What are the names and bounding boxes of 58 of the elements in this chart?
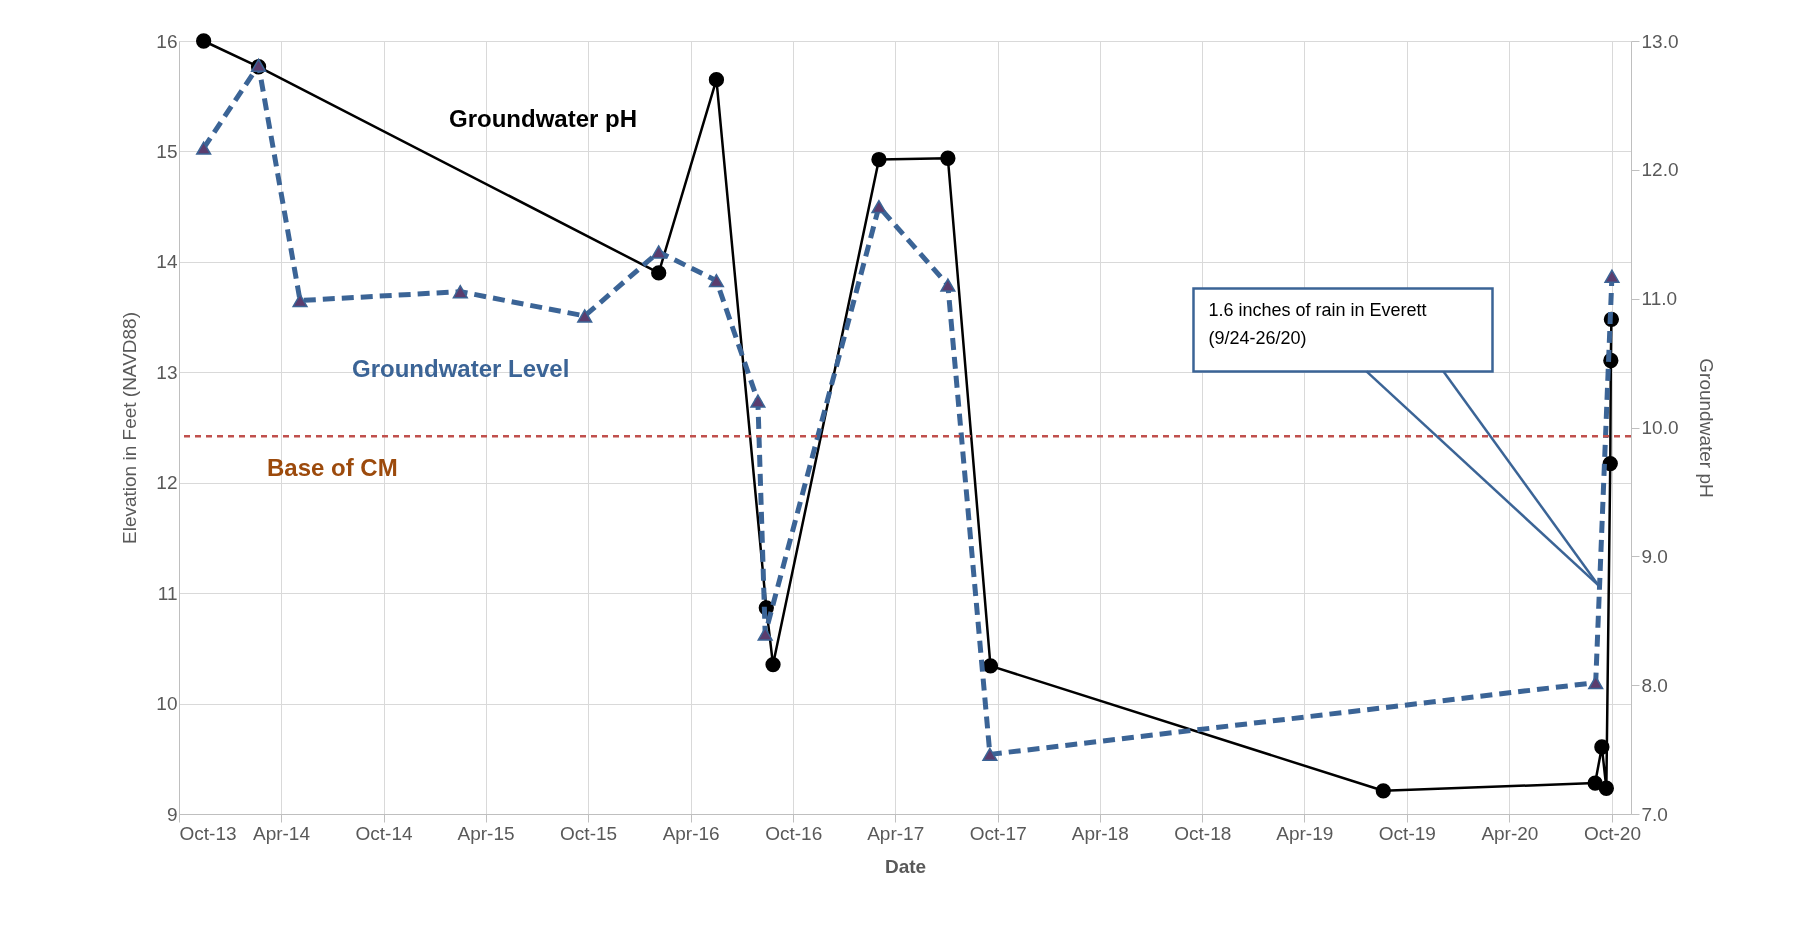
y2-tick-label: 11.0 — [1641, 288, 1678, 310]
ref-line-label: Base of CM — [267, 454, 398, 482]
y2-tick-label: 8.0 — [1641, 674, 1668, 696]
point — [196, 33, 212, 49]
point — [871, 151, 887, 168]
point — [651, 265, 667, 281]
y-tick-label: 15 — [156, 140, 178, 162]
x-tick-label: Apr-18 — [1071, 822, 1129, 844]
x-tick-label: Apr-19 — [1276, 822, 1334, 844]
point — [452, 284, 468, 299]
x-tick-label: Apr-16 — [662, 822, 720, 844]
point — [196, 141, 212, 155]
y-tick-label: 16 — [156, 30, 178, 52]
y-tick-label: 14 — [156, 251, 178, 273]
point — [708, 273, 725, 288]
x-tick-label: Apr-15 — [457, 822, 515, 844]
y-tick-label: 11 — [157, 582, 178, 604]
point — [940, 278, 956, 292]
point — [750, 394, 766, 408]
point — [1594, 739, 1610, 755]
series-label: Groundwater pH — [449, 105, 638, 132]
point — [982, 747, 998, 762]
point — [1604, 269, 1620, 283]
x-tick-label: Oct-16 — [765, 822, 823, 844]
point — [1598, 780, 1614, 796]
point — [292, 293, 308, 308]
x-tick-label: Oct-13 — [179, 822, 237, 844]
point — [765, 656, 781, 673]
x-tick-label: Oct-14 — [355, 822, 413, 844]
point — [577, 309, 593, 323]
point — [1375, 783, 1391, 799]
x-tick-label: Oct-20 — [1583, 822, 1641, 844]
x-tick-label: Oct-18 — [1174, 822, 1232, 844]
x-tick-label: Oct-19 — [1378, 822, 1436, 844]
point — [651, 245, 667, 259]
point — [871, 199, 887, 214]
y2-axis-title: Groundwater pH — [1696, 358, 1718, 498]
y-axis-title: Elevation in Feet (NAVD88) — [119, 312, 141, 544]
x-axis-title: Date — [884, 855, 927, 877]
y2-tick-label: 9.0 — [1641, 545, 1668, 567]
y2-tick-label: 12.0 — [1641, 159, 1679, 181]
x-tick-label: Apr-20 — [1481, 822, 1539, 844]
point — [982, 658, 999, 674]
x-tick-label: Oct-15 — [560, 822, 618, 844]
x-tick-label: Apr-14 — [252, 822, 311, 844]
point — [708, 72, 725, 88]
y2-tick-label: 10.0 — [1641, 417, 1679, 438]
series-label: Groundwater Level — [352, 355, 570, 382]
x-tick-label: Apr-17 — [867, 822, 925, 844]
x-tick-label: Oct-17 — [969, 822, 1027, 844]
y-tick-label: 12 — [156, 472, 178, 494]
y-tick-label: 13 — [156, 361, 178, 383]
y-tick-label: 9 — [166, 803, 178, 825]
y2-tick-label: 13.0 — [1641, 30, 1679, 52]
y2-tick-label: 7.0 — [1641, 803, 1668, 825]
y-tick-label: 10 — [156, 693, 178, 715]
point — [940, 150, 956, 166]
annotation: 1.6 inches of rain in Everett (9/24-26/20) — [1208, 300, 1427, 349]
